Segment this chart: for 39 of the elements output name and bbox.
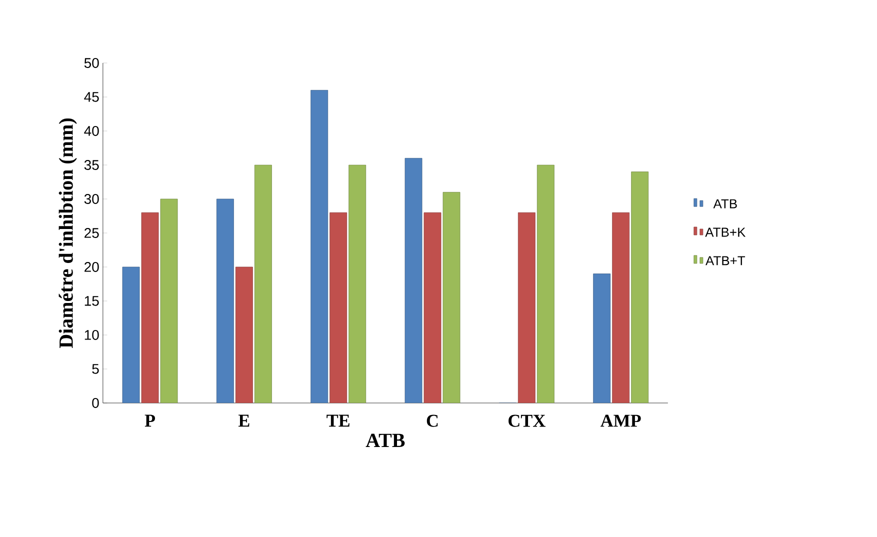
x-tick-label: AMP	[600, 414, 641, 427]
y-tick-label: 5	[92, 364, 99, 374]
bar	[593, 274, 611, 403]
bar	[141, 212, 159, 403]
bar	[254, 164, 272, 403]
bar	[330, 212, 348, 403]
bar	[442, 192, 460, 403]
y-tick-label: 25	[84, 228, 99, 238]
y-tick-label: 30	[84, 194, 99, 204]
y-tick-label: 40	[84, 126, 99, 136]
bar	[235, 266, 253, 403]
bar	[160, 198, 178, 403]
y-tick-label: 15	[84, 296, 99, 306]
x-tick-label: TE	[326, 414, 350, 427]
y-axis-title: Diamétre d'inhibtion (mm)	[58, 118, 77, 348]
x-tick-label: CTX	[508, 414, 546, 427]
y-tick-label: 35	[84, 160, 99, 170]
bar	[310, 90, 328, 403]
y-tick-label: 0	[92, 398, 99, 408]
x-axis-title: ATB	[366, 434, 405, 448]
bar	[612, 212, 630, 403]
bar	[348, 164, 366, 403]
x-tick-label: P	[144, 414, 156, 427]
bar	[518, 212, 536, 403]
y-tick-label: 10	[84, 330, 99, 340]
y-tick-label: 50	[84, 58, 99, 68]
bar	[536, 164, 554, 403]
legend-label: ATB+T	[706, 256, 746, 266]
bar	[404, 158, 422, 403]
bar	[631, 172, 649, 403]
bar	[122, 266, 140, 403]
legend-label: ATB+K	[705, 228, 746, 237]
y-tick-label: 45	[84, 92, 99, 102]
legend-label: ATB	[713, 199, 737, 208]
bar	[216, 198, 234, 403]
x-tick-label: E	[238, 414, 250, 427]
bar	[424, 212, 442, 403]
y-tick-label: 20	[84, 262, 99, 272]
x-tick-label: C	[426, 414, 438, 427]
